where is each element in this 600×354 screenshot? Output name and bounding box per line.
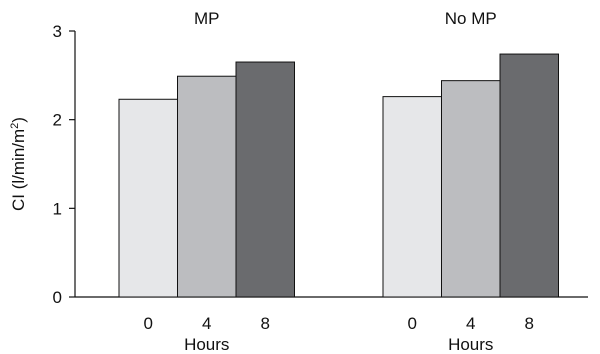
y-axis-label: CI (l/min/m2) bbox=[9, 117, 28, 211]
x-tick-label: 4 bbox=[202, 314, 211, 333]
bar bbox=[118, 98, 178, 298]
y-axis-label-close: ) bbox=[9, 117, 28, 123]
x-tick-label: 0 bbox=[408, 314, 417, 333]
bar-group: MP 0 4 8 Hours bbox=[118, 9, 295, 354]
x-tick-label: 8 bbox=[525, 314, 534, 333]
y-axis-ticks: 0 1 2 3 bbox=[53, 22, 75, 307]
bar bbox=[441, 80, 501, 298]
bar bbox=[177, 75, 237, 298]
y-tick-label: 1 bbox=[53, 199, 62, 218]
bar-group: No MP 0 4 8 Hours bbox=[382, 9, 559, 354]
bar bbox=[235, 61, 295, 298]
y-tick-label: 3 bbox=[53, 22, 62, 41]
y-tick-label: 2 bbox=[53, 111, 62, 130]
group-title: MP bbox=[194, 9, 220, 28]
y-tick-label: 0 bbox=[53, 288, 62, 307]
x-tick-label: 8 bbox=[261, 314, 270, 333]
group-title: No MP bbox=[445, 9, 497, 28]
x-tick-label: 0 bbox=[144, 314, 153, 333]
y-axis-label-superscript: 2 bbox=[9, 123, 21, 129]
x-axis-label: Hours bbox=[184, 335, 229, 354]
x-axis-label: Hours bbox=[448, 335, 493, 354]
bar-groups: MP 0 4 8 Hours No MP 0 4 8 Hours bbox=[118, 9, 559, 354]
bar bbox=[382, 96, 442, 298]
y-axis-label-main: CI (l/min/m bbox=[9, 129, 28, 211]
bar bbox=[499, 53, 559, 298]
x-tick-label: 4 bbox=[466, 314, 475, 333]
